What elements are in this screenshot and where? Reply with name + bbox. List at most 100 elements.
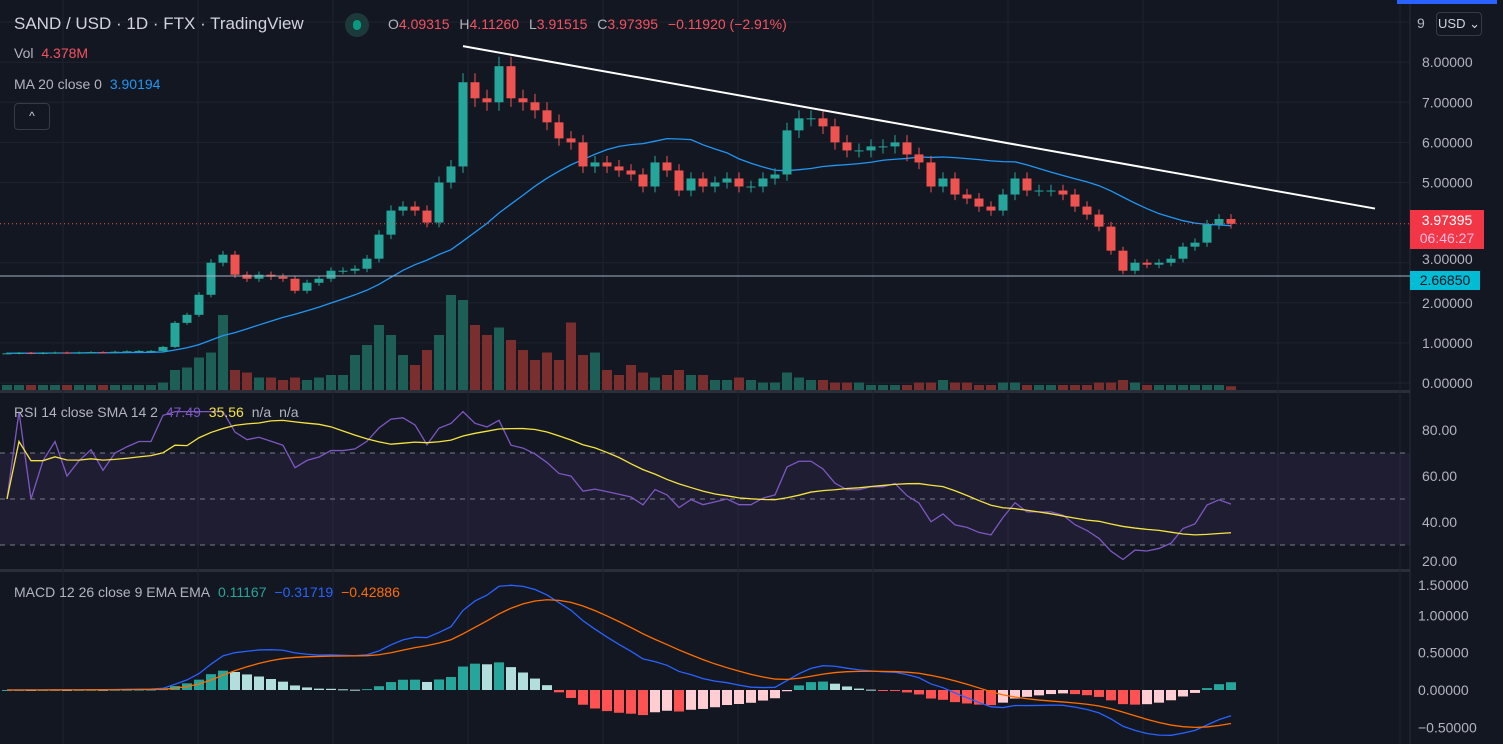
ma-label: MA 20 close 0 (14, 76, 102, 92)
symbol-title: SAND / USD · 1D · FTX · TradingView (14, 14, 304, 33)
candle-body (698, 178, 708, 187)
candle (62, 351, 72, 354)
candle (470, 73, 480, 107)
candle-body (170, 322, 180, 347)
volume-bar (518, 350, 528, 390)
candle (866, 139, 876, 158)
close-label: C (597, 16, 608, 32)
candle-body (1154, 262, 1164, 265)
macd-line-value: −0.31719 (274, 584, 334, 600)
candle (1022, 172, 1032, 197)
macd-histogram-bar (242, 674, 252, 690)
candle-body (1142, 262, 1152, 265)
candle-body (110, 351, 120, 353)
volume-bar (902, 385, 912, 390)
volume-bar (878, 385, 888, 390)
rsi-sma-value: 35.56 (208, 404, 244, 420)
candle-body (566, 138, 576, 143)
macd-histogram-bar (542, 685, 552, 690)
candle (914, 147, 924, 170)
macd-histogram-bar (482, 664, 492, 690)
trendline (462, 45, 1376, 210)
price-tick-label: 9 (1417, 15, 1425, 31)
candle (1202, 219, 1212, 247)
macd-tick-label: −0.50000 (1418, 719, 1477, 735)
candle (506, 56, 516, 107)
candle (1106, 221, 1116, 255)
currency-selector[interactable]: USD ⌄ (1436, 12, 1482, 36)
candle (926, 155, 936, 193)
macd-histogram-bar (506, 667, 516, 690)
macd-histogram-bar (278, 681, 288, 690)
macd-histogram-bar (530, 678, 540, 690)
volume-bar (254, 377, 264, 390)
volume-bar (890, 385, 900, 390)
candle-body (1046, 190, 1056, 192)
candle (494, 56, 504, 111)
candle-body (14, 352, 24, 354)
candle (206, 259, 216, 298)
volume-bar (2, 385, 12, 390)
macd-histogram-bar (1202, 688, 1212, 690)
collapse-legend-button[interactable]: ^ (14, 103, 50, 130)
candle-body (98, 352, 108, 354)
candle (314, 275, 324, 286)
macd-histogram-bar (614, 690, 624, 713)
candle (794, 110, 804, 138)
candle-body (710, 182, 720, 187)
candle (242, 271, 252, 282)
volume-bar (854, 382, 864, 390)
candle-body (1130, 262, 1140, 271)
candle-body (302, 282, 312, 291)
volume-bar (458, 300, 468, 390)
candle (614, 159, 624, 177)
candle (74, 351, 84, 354)
candle-body (866, 146, 876, 151)
candle (2, 352, 12, 355)
candle-body (446, 166, 456, 183)
candle-body (674, 170, 684, 191)
volume-bar (986, 385, 996, 390)
candle-body (374, 234, 384, 259)
volume-bar (398, 355, 408, 390)
candle-body (482, 98, 492, 103)
candle (974, 193, 984, 212)
candle (782, 122, 792, 181)
candle (1226, 214, 1236, 229)
macd-histogram-bar (494, 662, 504, 690)
candle-body (986, 206, 996, 211)
change-value: −0.11920 (−2.91%) (667, 16, 787, 32)
volume-bar (806, 380, 816, 390)
volume-bar (182, 367, 192, 390)
volume-bar (674, 370, 684, 390)
volume-bar (446, 295, 456, 390)
volume-bar (710, 380, 720, 390)
candle (38, 352, 48, 355)
price-tick-label: 5.00000 (1422, 175, 1473, 191)
volume-bar (362, 345, 372, 390)
macd-histogram-bar (194, 679, 204, 690)
volume-bar (650, 377, 660, 390)
volume-bar (314, 377, 324, 390)
price-tick-label: 6.00000 (1422, 134, 1473, 150)
last-price-tag: 3.97395 06:46:27 (1410, 210, 1484, 249)
price-axis-bg (1410, 0, 1503, 744)
candle-body (206, 262, 216, 295)
volume-bar (326, 375, 336, 390)
candle (1082, 201, 1092, 220)
candle (662, 155, 672, 177)
candle (458, 73, 468, 173)
volume-bar (218, 315, 228, 390)
candle-body (626, 170, 636, 175)
high-label: H (459, 16, 470, 32)
candle (338, 267, 348, 275)
candle (1046, 184, 1056, 197)
volume-label: Vol (14, 45, 34, 61)
candle (950, 172, 960, 201)
macd-histogram-bar (986, 690, 996, 706)
candle-body (398, 206, 408, 211)
macd-histogram-bar (434, 679, 444, 690)
bar-countdown: 06:46:27 (1419, 230, 1475, 246)
candle (134, 349, 144, 353)
